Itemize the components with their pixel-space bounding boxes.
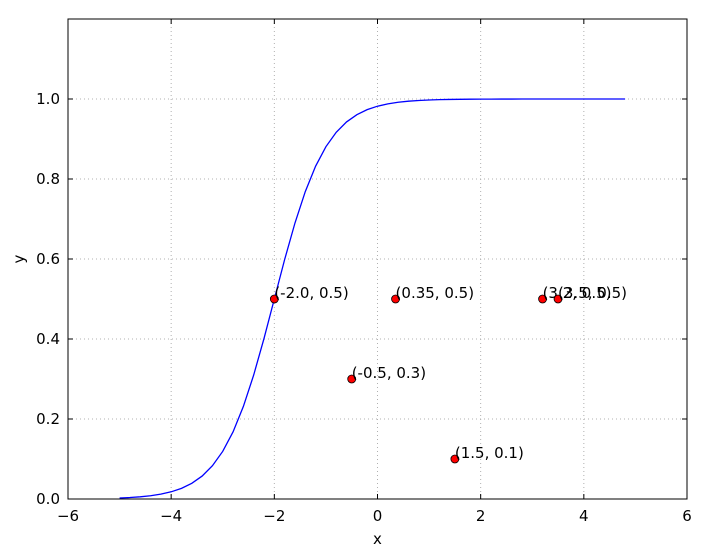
y-tick-label: 1.0 (36, 90, 60, 108)
y-tick-label: 0.0 (36, 490, 60, 508)
grid-lines (68, 19, 687, 499)
y-tick-label: 0.6 (36, 250, 60, 268)
x-axis-title: x (373, 530, 382, 548)
y-tick-label: 0.2 (36, 410, 60, 428)
x-tick-label: −6 (57, 507, 79, 525)
x-tick-label: 0 (373, 507, 383, 525)
x-tick-label: 6 (682, 507, 692, 525)
data-point-label: (-0.5, 0.3) (352, 364, 426, 382)
x-tick-label: −2 (263, 507, 285, 525)
data-point-label: (3.5, 0.5) (558, 284, 627, 302)
data-point (269, 294, 279, 304)
data-point-label: (1.5, 0.1) (455, 444, 524, 462)
data-point-label: (0.35, 0.5) (396, 284, 475, 302)
data-point (450, 454, 460, 464)
data-point-label: (-2.0, 0.5) (274, 284, 348, 302)
data-points: (-2.0, 0.5) (0.35, 0.5) (3.2, 0.5)(3.5, 0.… (269, 284, 627, 464)
data-point (538, 294, 547, 304)
data-point (347, 374, 357, 384)
axis-ticks: −6 −4 −2 0 2 4 6 0.0 0.2 0.4 0.6 0.8 1.0 (36, 19, 692, 525)
y-tick-label: 0.8 (36, 170, 60, 188)
x-tick-label: 2 (476, 507, 486, 525)
data-point (391, 294, 400, 304)
x-tick-label: 4 (579, 507, 589, 525)
data-point (553, 294, 563, 304)
sigmoid-curve-line (119, 98, 626, 499)
x-tick-label: −4 (160, 507, 182, 525)
y-axis-title: y (10, 254, 28, 263)
y-tick-label: 0.4 (36, 330, 60, 348)
